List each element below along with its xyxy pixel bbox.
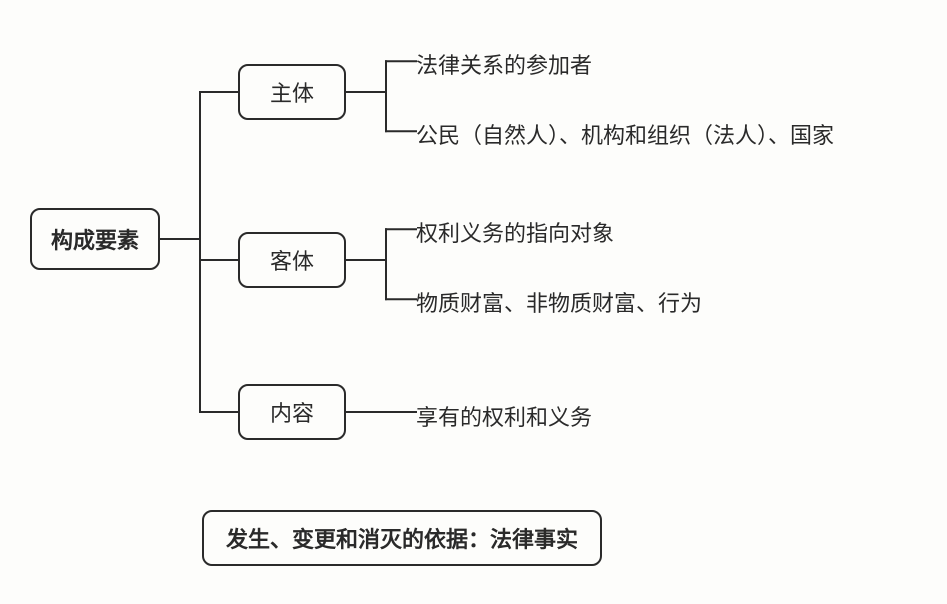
branch-label: 主体 — [270, 76, 314, 108]
leaf-text: 权利义务的指向对象 — [416, 216, 614, 248]
leaf-text: 享有的权利和义务 — [416, 400, 592, 432]
branch-label: 内容 — [270, 396, 314, 428]
branch-node: 客体 — [238, 232, 346, 288]
footer-node: 发生、变更和消灭的依据：法律事实 — [202, 510, 602, 566]
leaf-text: 公民（自然人）、机构和组织（法人）、国家 — [416, 118, 834, 150]
leaf-text: 法律关系的参加者 — [416, 48, 592, 80]
footer-label: 发生、变更和消灭的依据：法律事实 — [226, 522, 578, 554]
branch-node: 内容 — [238, 384, 346, 440]
leaf-text: 物质财富、非物质财富、行为 — [416, 286, 702, 318]
root-label: 构成要素 — [51, 223, 139, 255]
root-node: 构成要素 — [30, 208, 160, 270]
branch-label: 客体 — [270, 244, 314, 276]
branch-node: 主体 — [238, 64, 346, 120]
